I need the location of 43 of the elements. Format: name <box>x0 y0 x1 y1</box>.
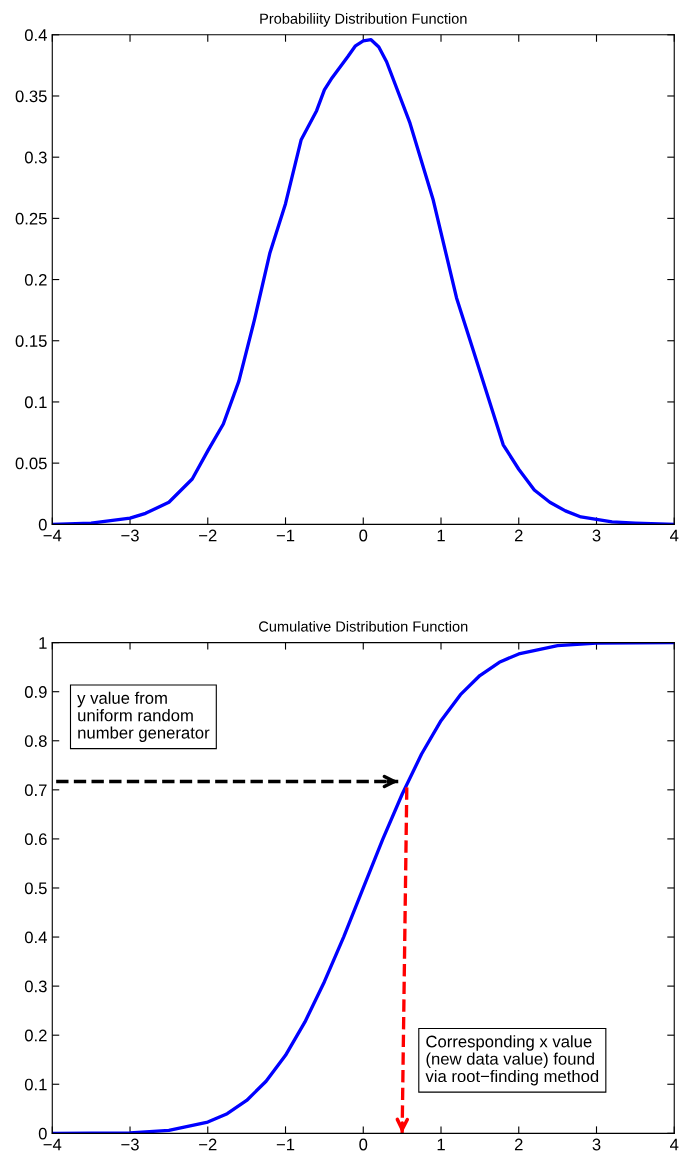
y-tick-label: 0.1 <box>24 1078 47 1091</box>
chart-title: Cumulative Distribution Function <box>259 620 468 632</box>
y-tick-label: 0 <box>38 1127 47 1140</box>
y-tick-label: 0.15 <box>15 335 47 347</box>
y-tick-label: 0.2 <box>24 273 47 286</box>
y-tick-label: 0.6 <box>24 833 47 846</box>
x-tick-label: −3 <box>121 529 139 542</box>
line-series <box>52 38 675 525</box>
x-tick-label: −1 <box>276 1138 295 1151</box>
y-tick-label: 0.4 <box>24 29 47 41</box>
y-tick-label: 0.2 <box>24 1029 47 1042</box>
x-tick-label: 2 <box>514 529 523 542</box>
y-tick-label: 0.25 <box>15 212 47 225</box>
x-tick-label: 2 <box>514 1138 523 1151</box>
x-tick-label: 1 <box>437 1138 445 1151</box>
y-tick-label: 0.35 <box>15 90 47 103</box>
y-tick-label: 0.7 <box>24 784 47 797</box>
x-tick-label: −4 <box>43 529 62 542</box>
y-tick-label: 0.3 <box>24 151 47 164</box>
y-tick-label: 0.8 <box>24 735 47 747</box>
x-tick-label: −2 <box>199 1138 217 1151</box>
y-tick-label: 0.9 <box>24 686 47 698</box>
y-tick-label: 0.05 <box>15 457 47 470</box>
x-tick-label: 4 <box>670 1138 679 1151</box>
annotation: y value from uniform random number generator <box>77 691 210 742</box>
y-tick-label: 0.5 <box>24 882 47 895</box>
x-tick-label: 0 <box>359 1138 368 1151</box>
y-tick-label: 1 <box>39 637 47 649</box>
x-tick-label: 1 <box>437 529 445 542</box>
y-tick-label: 0.1 <box>24 396 47 409</box>
x-tick-label: −4 <box>43 1138 62 1151</box>
y-tick-label: 0.4 <box>24 931 47 944</box>
x-tick-label: −1 <box>276 529 295 542</box>
x-tick-label: 3 <box>592 1138 601 1151</box>
annotation: Corresponding x value (new data value) found via root−finding method <box>425 1035 599 1086</box>
x-tick-label: 0 <box>359 529 368 542</box>
y-tick-label: 0.3 <box>24 980 47 993</box>
y-tick-label: 0 <box>38 518 47 531</box>
x-tick-label: −3 <box>121 1138 139 1151</box>
chart-title: Probabiliity Distribution Function <box>260 13 467 27</box>
x-tick-label: 3 <box>592 529 601 542</box>
x-tick-label: −2 <box>199 529 217 542</box>
x-tick-label: 4 <box>670 529 679 542</box>
